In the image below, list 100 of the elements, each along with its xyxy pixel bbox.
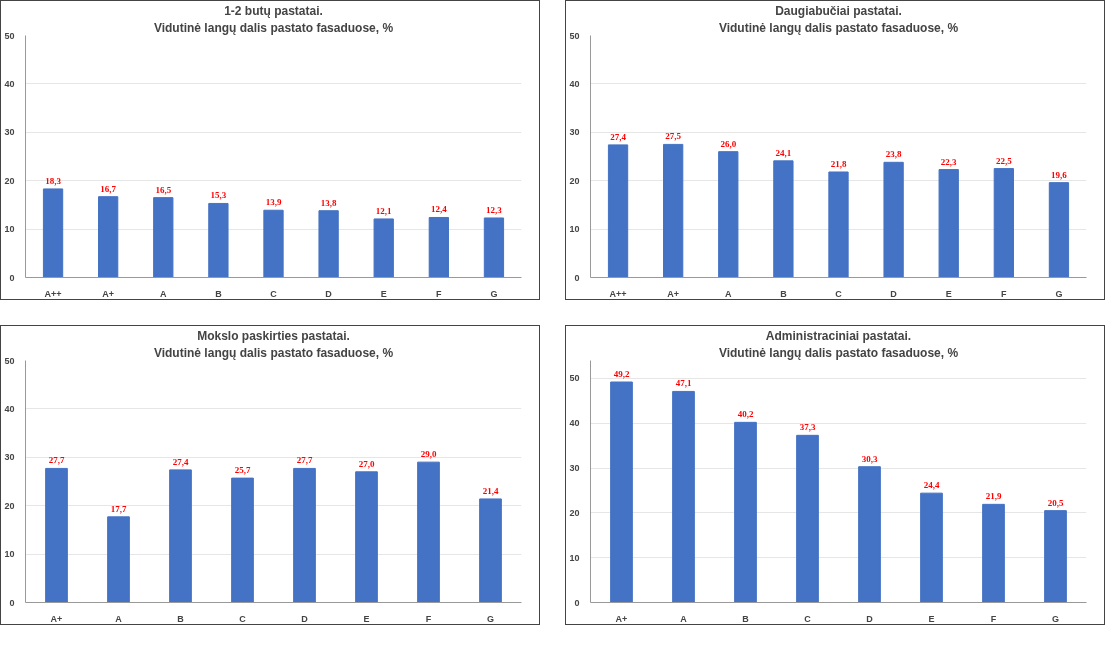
x-tick-label: A++ xyxy=(609,288,627,299)
y-tick-label: 50 xyxy=(4,30,15,41)
data-label: 19,6 xyxy=(1051,169,1068,180)
data-label: 47,1 xyxy=(675,378,692,389)
y-tick-label: 20 xyxy=(4,175,15,186)
y-tick-label: 0 xyxy=(574,272,580,283)
data-label: 22,5 xyxy=(995,155,1013,166)
x-tick-label: F xyxy=(425,613,432,624)
x-tick-label: B xyxy=(215,288,223,299)
y-tick-label: 20 xyxy=(569,175,580,186)
chart-title: Mokslo paskirties pastatai. xyxy=(197,328,350,343)
x-tick-label: F xyxy=(990,613,997,624)
chart-title: Daugiabučiai pastatai. xyxy=(775,3,902,18)
y-tick-label: 10 xyxy=(569,552,580,563)
data-label: 26,0 xyxy=(720,138,737,149)
y-tick-label: 10 xyxy=(4,549,15,560)
data-label: 40,2 xyxy=(737,409,754,420)
x-tick-label: D xyxy=(866,613,874,624)
x-tick-label: C xyxy=(239,613,247,624)
x-tick-label: A xyxy=(725,288,733,299)
x-tick-label: G xyxy=(1052,613,1060,624)
x-tick-label: F xyxy=(1001,288,1008,299)
x-tick-label: C xyxy=(835,288,843,299)
data-label: 25,7 xyxy=(234,465,251,476)
y-tick-label: 30 xyxy=(569,463,580,474)
x-tick-label: E xyxy=(928,613,935,624)
y-tick-label: 30 xyxy=(4,452,15,463)
data-label: 29,0 xyxy=(420,449,437,460)
data-label: 27,7 xyxy=(48,455,65,466)
y-tick-label: 0 xyxy=(9,272,15,283)
y-tick-label: 40 xyxy=(4,78,15,89)
y-tick-label: 50 xyxy=(569,30,580,41)
x-tick-label: A+ xyxy=(50,613,63,624)
x-tick-label: F xyxy=(436,288,443,299)
x-tick-label: E xyxy=(363,613,370,624)
y-tick-label: 30 xyxy=(4,127,15,138)
data-label: 23,8 xyxy=(885,149,902,160)
x-tick-label: D xyxy=(890,288,898,299)
y-tick-label: 20 xyxy=(4,500,15,511)
x-tick-label: E xyxy=(945,288,952,299)
x-tick-label: D xyxy=(301,613,309,624)
x-tick-label: A xyxy=(115,613,123,624)
y-tick-label: 0 xyxy=(9,597,15,608)
x-tick-label: A+ xyxy=(102,288,115,299)
data-label: 20,5 xyxy=(1047,497,1064,508)
x-tick-label: C xyxy=(804,613,812,624)
x-tick-label: E xyxy=(380,288,387,299)
data-label: 12,4 xyxy=(430,204,448,215)
data-label: 27,5 xyxy=(665,131,682,142)
data-label: 49,2 xyxy=(613,369,630,380)
x-tick-label: A xyxy=(160,288,168,299)
y-tick-label: 0 xyxy=(574,597,580,608)
x-tick-label: B xyxy=(742,613,750,624)
data-label: 27,4 xyxy=(172,456,189,467)
data-label: 24,4 xyxy=(923,480,940,491)
y-tick-label: 20 xyxy=(569,507,580,518)
data-label: 12,3 xyxy=(486,204,503,215)
x-tick-label: D xyxy=(325,288,333,299)
data-label: 13,8 xyxy=(320,197,337,208)
chart-subtitle: Vidutinė langų dalis pastato fasaduose, % xyxy=(153,20,394,35)
chart-title: 1-2 butų pastatai. xyxy=(224,3,323,18)
y-tick-label: 10 xyxy=(569,224,580,235)
data-label: 15,3 xyxy=(210,190,227,201)
data-label: 12,1 xyxy=(375,205,393,216)
data-label: 24,1 xyxy=(775,147,792,158)
x-tick-label: A+ xyxy=(615,613,628,624)
y-tick-label: 50 xyxy=(569,373,580,384)
x-tick-label: B xyxy=(780,288,788,299)
data-label: 21,9 xyxy=(985,491,1002,502)
data-label: 21,8 xyxy=(830,158,847,169)
x-tick-label: A xyxy=(680,613,688,624)
data-label: 17,7 xyxy=(110,503,127,514)
y-tick-label: 40 xyxy=(569,418,580,429)
chart-subtitle: Vidutinė langų dalis pastato fasaduose, % xyxy=(153,345,394,360)
x-tick-label: C xyxy=(270,288,278,299)
chart-title: Administraciniai pastatai. xyxy=(765,328,912,343)
x-tick-label: B xyxy=(177,613,185,624)
y-tick-label: 50 xyxy=(4,355,15,366)
chart-subtitle: Vidutinė langų dalis pastato fasaduose, % xyxy=(718,345,959,360)
data-label: 22,3 xyxy=(940,156,958,167)
x-tick-label: G xyxy=(1055,288,1063,299)
data-label: 30,3 xyxy=(861,453,878,464)
data-label: 16,5 xyxy=(155,184,172,195)
x-tick-label: A++ xyxy=(44,288,62,299)
data-label: 27,0 xyxy=(358,458,375,469)
data-label: 13,9 xyxy=(265,197,282,208)
data-label: 27,7 xyxy=(296,455,313,466)
x-tick-label: A+ xyxy=(667,288,680,299)
data-label: 27,4 xyxy=(610,131,627,142)
data-label: 37,3 xyxy=(799,422,816,433)
y-tick-label: 10 xyxy=(4,224,15,235)
chart-subtitle: Vidutinė langų dalis pastato fasaduose, % xyxy=(718,20,959,35)
y-tick-label: 30 xyxy=(569,127,580,138)
data-label: 18,3 xyxy=(45,175,62,186)
x-tick-label: G xyxy=(490,288,498,299)
data-label: 21,4 xyxy=(482,485,499,496)
x-tick-label: G xyxy=(487,613,495,624)
y-tick-label: 40 xyxy=(569,78,580,89)
y-tick-label: 40 xyxy=(4,403,15,414)
data-label: 16,7 xyxy=(100,183,117,194)
